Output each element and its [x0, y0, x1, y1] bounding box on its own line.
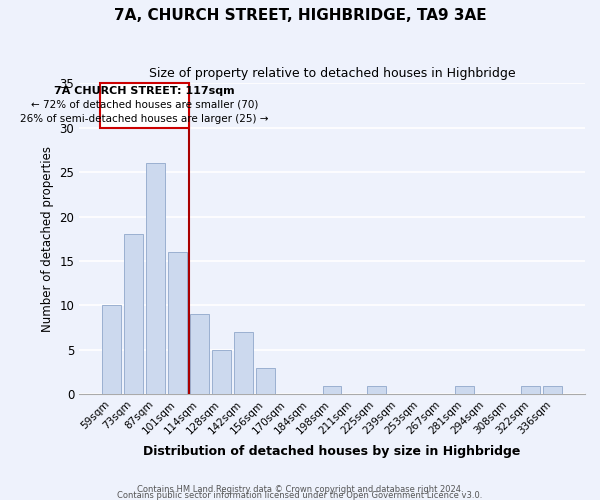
Text: 7A, CHURCH STREET, HIGHBRIDGE, TA9 3AE: 7A, CHURCH STREET, HIGHBRIDGE, TA9 3AE — [113, 8, 487, 22]
Y-axis label: Number of detached properties: Number of detached properties — [41, 146, 54, 332]
Bar — [521, 386, 540, 394]
Title: Size of property relative to detached houses in Highbridge: Size of property relative to detached ho… — [149, 68, 515, 80]
Bar — [543, 386, 562, 394]
Bar — [323, 386, 341, 394]
Bar — [455, 386, 474, 394]
Text: 7A CHURCH STREET: 117sqm: 7A CHURCH STREET: 117sqm — [54, 86, 235, 96]
Bar — [235, 332, 253, 394]
Bar — [212, 350, 231, 395]
FancyBboxPatch shape — [100, 83, 188, 128]
Bar — [190, 314, 209, 394]
Bar — [256, 368, 275, 394]
Text: ← 72% of detached houses are smaller (70): ← 72% of detached houses are smaller (70… — [31, 100, 258, 110]
Bar — [168, 252, 187, 394]
Bar — [102, 306, 121, 394]
Text: Contains HM Land Registry data © Crown copyright and database right 2024.: Contains HM Land Registry data © Crown c… — [137, 484, 463, 494]
Bar — [124, 234, 143, 394]
Bar — [367, 386, 386, 394]
X-axis label: Distribution of detached houses by size in Highbridge: Distribution of detached houses by size … — [143, 444, 521, 458]
Text: 26% of semi-detached houses are larger (25) →: 26% of semi-detached houses are larger (… — [20, 114, 269, 124]
Text: Contains public sector information licensed under the Open Government Licence v3: Contains public sector information licen… — [118, 490, 482, 500]
Bar — [146, 163, 165, 394]
